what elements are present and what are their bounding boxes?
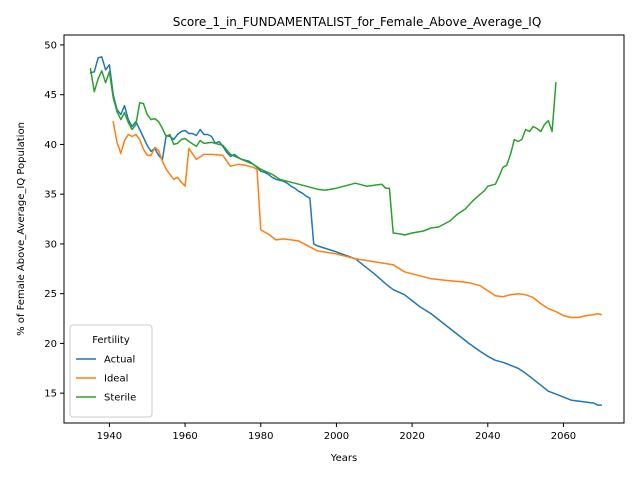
x-tick-label: 2020 bbox=[399, 431, 424, 442]
x-tick-label: 2000 bbox=[324, 431, 349, 442]
x-axis: 1940 1960 1980 2000 2020 2040 2060 bbox=[97, 423, 576, 442]
x-tick-label: 2040 bbox=[475, 431, 500, 442]
x-tick-label: 1960 bbox=[172, 431, 197, 442]
y-tick-label: 50 bbox=[44, 40, 57, 51]
y-tick-label: 30 bbox=[44, 239, 57, 250]
x-axis-label: Years bbox=[330, 453, 357, 464]
y-tick-label: 35 bbox=[44, 190, 57, 201]
legend-label-ideal: Ideal bbox=[104, 374, 128, 385]
y-tick-label: 25 bbox=[44, 289, 57, 300]
y-tick-label: 15 bbox=[44, 389, 57, 400]
legend-items: Actual Ideal Sterile bbox=[76, 355, 136, 404]
series-line-sterile bbox=[89, 68, 557, 236]
x-tick-label: 2060 bbox=[551, 431, 576, 442]
chart-title: Score_1_in_FUNDAMENTALIST_for_Female_Abo… bbox=[173, 15, 542, 29]
legend-box bbox=[69, 324, 153, 418]
y-axis-label: % of Female Above_Average_IQ Population bbox=[16, 122, 27, 336]
series-layer bbox=[89, 56, 603, 406]
series-line-actual bbox=[89, 56, 603, 406]
y-axis: 15 20 25 30 35 40 45 50 bbox=[44, 40, 64, 400]
y-tick-label: 45 bbox=[44, 90, 57, 101]
legend-label-actual: Actual bbox=[104, 355, 135, 366]
legend-title: Fertility bbox=[92, 335, 130, 346]
series-line-ideal bbox=[112, 120, 603, 319]
x-tick-label: 1940 bbox=[97, 431, 122, 442]
legend-label-sterile: Sterile bbox=[104, 393, 136, 404]
x-tick-label: 1980 bbox=[248, 431, 273, 442]
y-tick-label: 20 bbox=[44, 339, 57, 350]
plot-frame bbox=[63, 34, 625, 424]
legend: Fertility Actual Ideal Sterile bbox=[69, 324, 153, 418]
y-tick-label: 40 bbox=[44, 140, 57, 151]
